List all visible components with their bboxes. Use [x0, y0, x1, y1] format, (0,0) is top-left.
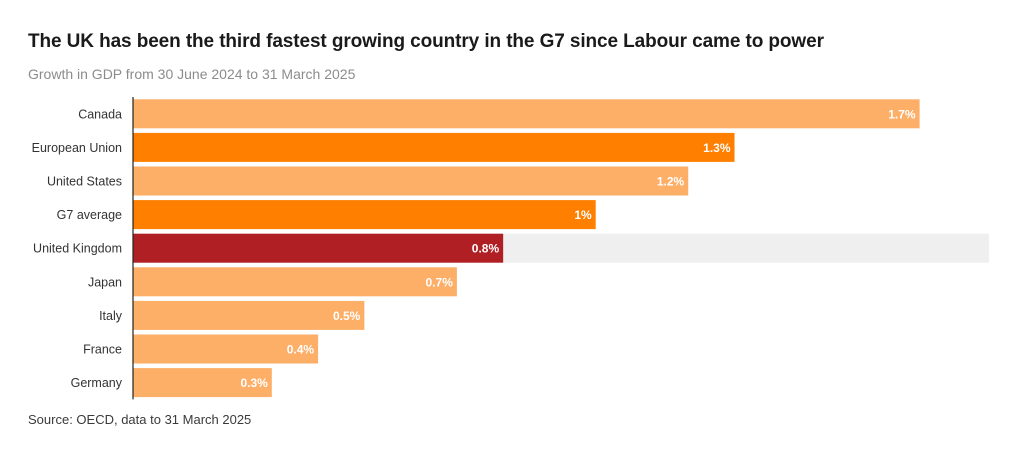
- value-label: 0.4%: [287, 343, 315, 357]
- value-label: 0.5%: [333, 309, 361, 323]
- bar-france: [133, 334, 319, 364]
- value-label: 0.7%: [426, 275, 454, 289]
- bar-united-kingdom: [133, 233, 504, 263]
- bar-united-states: [133, 166, 689, 196]
- bar-canada: [133, 99, 920, 129]
- bar-european-union: [133, 132, 735, 162]
- value-label: 0.3%: [240, 376, 268, 390]
- value-label: 1.2%: [657, 175, 685, 189]
- category-label: Germany: [71, 376, 123, 390]
- category-label: Canada: [78, 107, 122, 121]
- category-label: European Union: [32, 141, 122, 155]
- category-label: Italy: [99, 309, 123, 323]
- chart-source: Source: OECD, data to 31 March 2025: [28, 412, 252, 427]
- bar-g7-average: [133, 200, 596, 230]
- value-label: 1.7%: [888, 107, 916, 121]
- category-label: United Kingdom: [33, 242, 122, 256]
- value-label: 0.8%: [472, 242, 500, 256]
- bar-italy: [133, 300, 365, 330]
- chart-title: The UK has been the third fastest growin…: [28, 31, 824, 52]
- bar-germany: [133, 368, 272, 398]
- category-label: United States: [47, 175, 122, 189]
- category-label: France: [83, 343, 122, 357]
- bar-japan: [133, 267, 457, 297]
- category-label: G7 average: [57, 208, 122, 222]
- chart-subtitle: Growth in GDP from 30 June 2024 to 31 Ma…: [28, 66, 356, 82]
- value-label: 1%: [574, 208, 592, 222]
- value-label: 1.3%: [703, 141, 731, 155]
- category-label: Japan: [88, 275, 122, 289]
